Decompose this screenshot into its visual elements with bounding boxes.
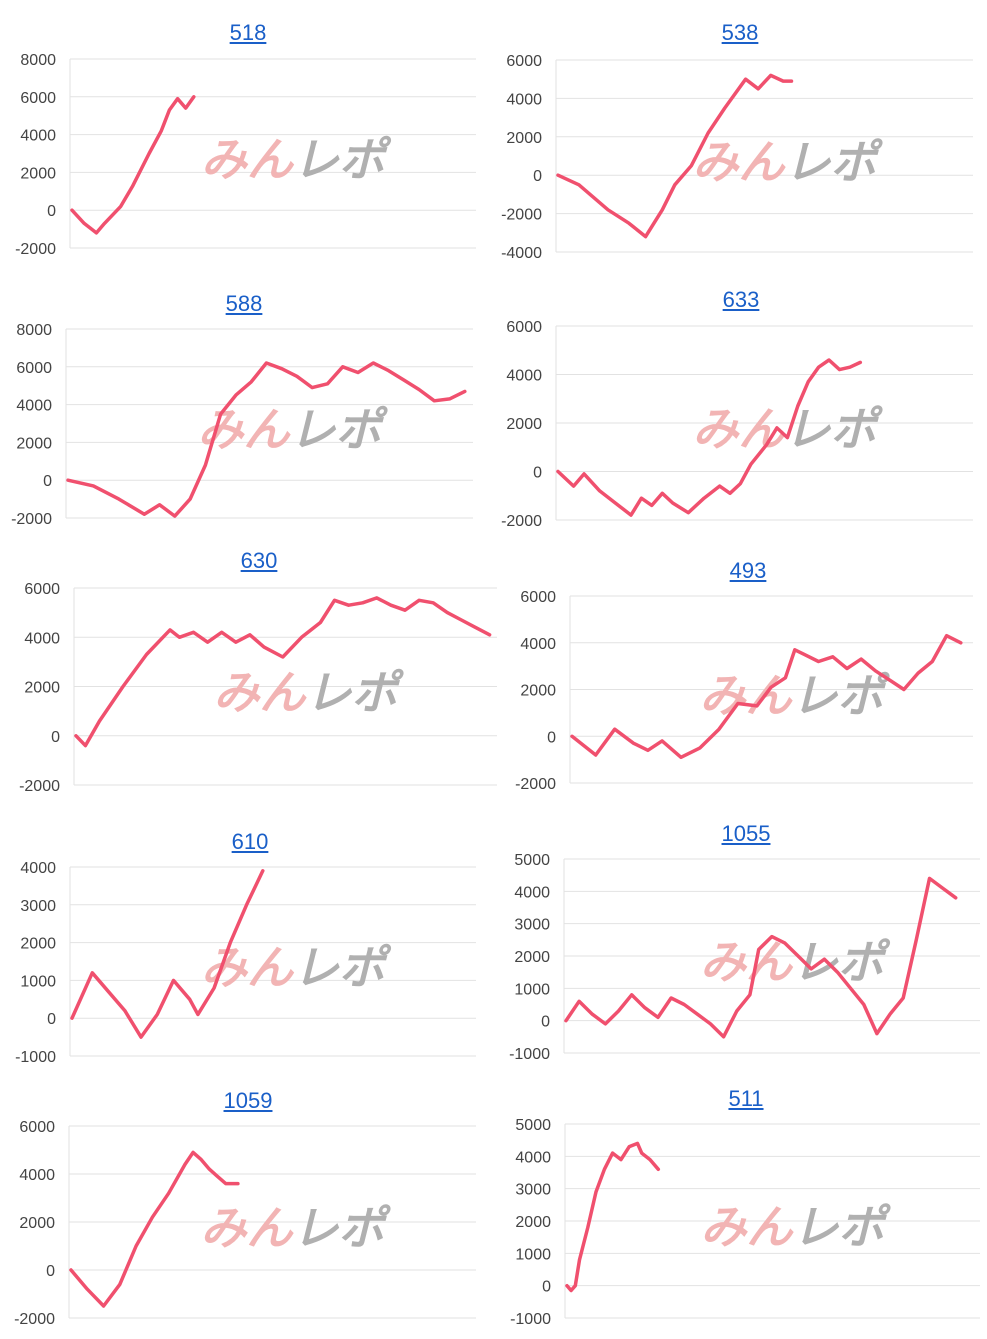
chart-title-link[interactable]: 633	[722, 287, 760, 312]
chart-title-link[interactable]: 518	[229, 20, 267, 45]
watermark-logo: みんレポ	[701, 1200, 892, 1254]
watermark-logo: みんレポ	[201, 1201, 392, 1255]
y-tick-label: 4000	[506, 368, 542, 385]
y-tick-label: -4000	[501, 245, 542, 262]
watermark-logo: みんレポ	[693, 135, 884, 189]
y-tick-label: -2000	[11, 511, 52, 528]
y-tick-label: -2000	[19, 778, 60, 795]
series-line	[570, 633, 963, 760]
series-line	[66, 361, 467, 518]
chart-511: -1000 0 1000 2000 3000 4000 5000 みんレポ	[510, 1117, 980, 1328]
y-tick-label: -1000	[510, 1311, 551, 1328]
y-tick-label: 3000	[515, 1182, 551, 1199]
y-tick-label: 3000	[20, 898, 56, 915]
y-tick-label: 4000	[506, 91, 542, 108]
series-line	[556, 358, 863, 517]
y-tick-label: 0	[43, 473, 52, 490]
y-tick-label: 0	[46, 1263, 55, 1280]
y-tick-label: 0	[47, 1011, 56, 1028]
watermark-logo: みんレポ	[201, 941, 392, 995]
y-tick-label: 4000	[520, 636, 556, 653]
y-tick-label: -2000	[14, 1311, 55, 1328]
watermark-logo: みんレポ	[201, 133, 392, 187]
series-line	[70, 869, 265, 1039]
chart-title-link[interactable]: 538	[721, 20, 759, 45]
y-tick-label: 4000	[20, 128, 56, 145]
series-line	[556, 73, 794, 239]
chart-title-link[interactable]: 511	[728, 1086, 764, 1111]
y-tick-label: 6000	[16, 360, 52, 377]
y-tick-label: 2000	[515, 1214, 551, 1231]
y-tick-label: 6000	[520, 589, 556, 606]
y-tick-label: 2000	[520, 683, 556, 700]
series-line	[69, 1150, 240, 1308]
y-tick-label: 2000	[20, 165, 56, 182]
y-tick-label: 2000	[514, 949, 550, 966]
chart-title-link[interactable]: 630	[240, 548, 278, 573]
chart-610: -1000 0 1000 2000 3000 4000 みんレポ	[15, 860, 476, 1066]
y-tick-label: 4000	[514, 884, 550, 901]
y-tick-label: 0	[533, 465, 542, 482]
y-tick-label: -1000	[509, 1046, 550, 1063]
y-tick-label: 5000	[514, 852, 550, 869]
chart-630: -2000 0 2000 4000 6000 みんレポ	[19, 581, 497, 795]
y-tick-label: 2000	[19, 1215, 55, 1232]
y-tick-label: 6000	[20, 90, 56, 107]
y-tick-label: -2000	[515, 776, 556, 793]
chart-538: -4000 -2000 0 2000 4000 6000 みんレポ	[501, 53, 973, 262]
y-tick-label: 0	[542, 1279, 551, 1296]
y-tick-label: -2000	[501, 513, 542, 530]
chart-518: -2000 0 2000 4000 6000 8000 みんレポ	[15, 52, 476, 258]
chart-title-link[interactable]: 610	[231, 829, 269, 854]
watermark-logo: みんレポ	[198, 403, 389, 457]
y-tick-label: 0	[533, 168, 542, 185]
y-tick-label: 1000	[20, 973, 56, 990]
y-tick-label: 0	[51, 729, 60, 746]
chart-1055: -1000 0 1000 2000 3000 4000 5000 みんレポ	[509, 852, 980, 1063]
watermark-logo: みんレポ	[700, 935, 891, 989]
y-tick-label: 6000	[19, 1119, 55, 1136]
series-line	[564, 876, 958, 1039]
series-line	[565, 1141, 661, 1293]
y-tick-label: 5000	[515, 1117, 551, 1134]
series-line	[70, 95, 196, 235]
y-tick-label: 1000	[515, 1246, 551, 1263]
y-tick-label: 4000	[20, 860, 56, 877]
chart-1059: -2000 0 2000 4000 6000 みんレポ	[14, 1119, 476, 1328]
y-tick-label: 6000	[24, 581, 60, 598]
y-tick-label: 0	[547, 729, 556, 746]
y-tick-label: 2000	[24, 680, 60, 697]
chart-633: -2000 0 2000 4000 6000 みんレポ	[501, 319, 973, 530]
y-tick-label: 3000	[514, 917, 550, 934]
y-tick-label: 2000	[20, 936, 56, 953]
y-tick-label: 6000	[506, 319, 542, 336]
series-line	[74, 596, 492, 748]
y-tick-label: 4000	[515, 1149, 551, 1166]
y-tick-label: 0	[47, 203, 56, 220]
y-tick-label: 4000	[24, 630, 60, 647]
chart-588: -2000 0 2000 4000 6000 8000 みんレポ	[11, 322, 473, 528]
y-tick-label: -1000	[15, 1049, 56, 1066]
y-tick-label: 2000	[506, 130, 542, 147]
y-tick-label: 8000	[20, 52, 56, 69]
y-tick-label: 1000	[514, 981, 550, 998]
watermark-logo: みんレポ	[214, 666, 405, 720]
chart-title-link[interactable]: 1059	[223, 1088, 273, 1113]
watermark-logo: みんレポ	[693, 402, 884, 456]
y-tick-label: 2000	[16, 435, 52, 452]
y-tick-label: 4000	[19, 1167, 55, 1184]
watermark-logo: みんレポ	[700, 669, 891, 723]
y-tick-label: 8000	[16, 322, 52, 339]
chart-493: -2000 0 2000 4000 6000 みんレポ	[515, 589, 973, 793]
y-tick-label: -2000	[15, 241, 56, 258]
y-tick-label: 6000	[506, 53, 542, 70]
y-tick-label: 0	[541, 1014, 550, 1031]
chart-title-link[interactable]: 588	[225, 291, 263, 316]
y-tick-label: 4000	[16, 398, 52, 415]
y-tick-label: 2000	[506, 416, 542, 433]
chart-title-link[interactable]: 493	[729, 558, 767, 583]
y-tick-label: -2000	[501, 207, 542, 224]
chart-title-link[interactable]: 1055	[721, 821, 771, 846]
